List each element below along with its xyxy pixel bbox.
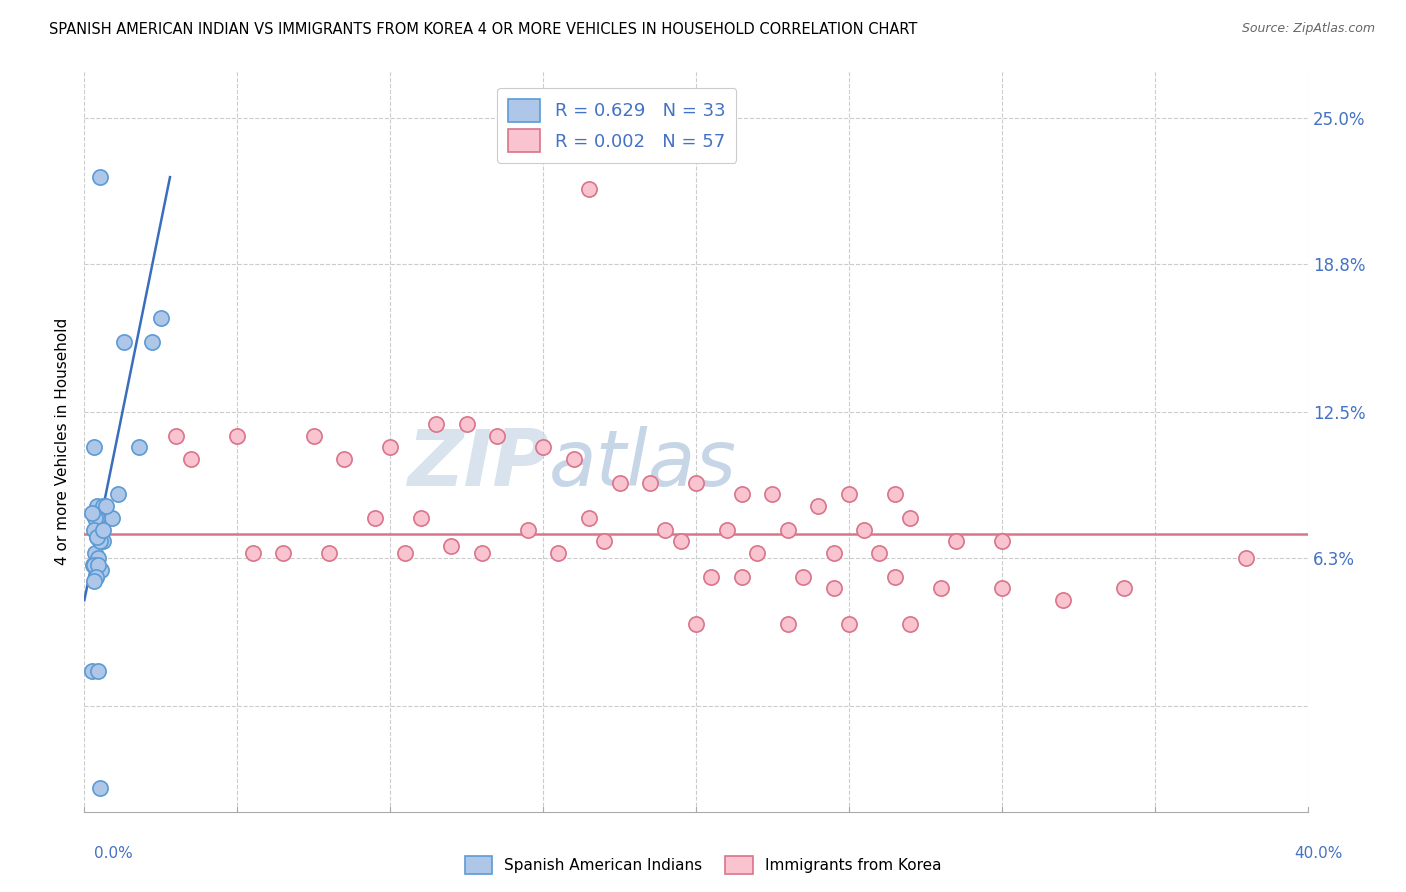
- Point: [89, 534, 111, 549]
- Point: [486, 428, 509, 442]
- Text: 40.0%: 40.0%: [1295, 847, 1343, 861]
- Point: [83, 523, 105, 537]
- Point: [409, 511, 432, 525]
- Point: [271, 546, 294, 560]
- Point: [1052, 593, 1074, 607]
- Point: [578, 182, 600, 196]
- Point: [165, 428, 187, 442]
- Point: [685, 475, 707, 490]
- Point: [83, 558, 105, 572]
- Point: [94, 499, 117, 513]
- Point: [747, 546, 769, 560]
- Point: [87, 558, 110, 572]
- Point: [107, 487, 129, 501]
- Point: [471, 546, 494, 560]
- Point: [991, 534, 1014, 549]
- Point: [128, 441, 150, 455]
- Point: [838, 487, 860, 501]
- Point: [716, 523, 738, 537]
- Point: [84, 570, 107, 584]
- Point: [83, 441, 105, 455]
- Point: [82, 558, 104, 572]
- Point: [562, 452, 585, 467]
- Point: [838, 616, 860, 631]
- Legend: Spanish American Indians, Immigrants from Korea: Spanish American Indians, Immigrants fro…: [458, 850, 948, 880]
- Point: [91, 534, 114, 549]
- Point: [547, 546, 569, 560]
- Point: [364, 511, 387, 525]
- Point: [84, 511, 107, 525]
- Text: ZIP: ZIP: [406, 425, 550, 502]
- Point: [638, 475, 661, 490]
- Point: [516, 523, 538, 537]
- Point: [823, 546, 845, 560]
- Point: [91, 523, 114, 537]
- Point: [776, 523, 799, 537]
- Point: [853, 523, 876, 537]
- Text: SPANISH AMERICAN INDIAN VS IMMIGRANTS FROM KOREA 4 OR MORE VEHICLES IN HOUSEHOLD: SPANISH AMERICAN INDIAN VS IMMIGRANTS FR…: [49, 22, 918, 37]
- Point: [302, 428, 325, 442]
- Point: [898, 616, 921, 631]
- Point: [731, 570, 754, 584]
- Point: [883, 570, 905, 584]
- Point: [776, 616, 799, 631]
- Point: [80, 506, 103, 520]
- Point: [456, 417, 478, 431]
- Point: [685, 616, 707, 631]
- Point: [1114, 582, 1136, 596]
- Point: [669, 534, 692, 549]
- Point: [112, 334, 135, 349]
- Point: [89, 781, 111, 796]
- Point: [86, 530, 108, 544]
- Point: [380, 441, 402, 455]
- Point: [242, 546, 264, 560]
- Point: [86, 530, 108, 544]
- Point: [89, 534, 111, 549]
- Y-axis label: 4 or more Vehicles in Household: 4 or more Vehicles in Household: [55, 318, 70, 566]
- Point: [84, 570, 107, 584]
- Point: [83, 574, 105, 589]
- Point: [86, 499, 108, 513]
- Point: [440, 539, 463, 553]
- Point: [654, 523, 676, 537]
- Point: [945, 534, 967, 549]
- Legend: R = 0.629   N = 33, R = 0.002   N = 57: R = 0.629 N = 33, R = 0.002 N = 57: [498, 87, 737, 163]
- Point: [394, 546, 416, 560]
- Point: [86, 511, 108, 525]
- Point: [180, 452, 202, 467]
- Point: [609, 475, 631, 490]
- Point: [593, 534, 616, 549]
- Point: [531, 441, 554, 455]
- Point: [91, 499, 114, 513]
- Point: [898, 511, 921, 525]
- Point: [87, 664, 110, 678]
- Point: [226, 428, 249, 442]
- Point: [425, 417, 447, 431]
- Point: [792, 570, 814, 584]
- Point: [991, 582, 1014, 596]
- Point: [318, 546, 340, 560]
- Point: [578, 511, 600, 525]
- Point: [89, 170, 111, 185]
- Point: [883, 487, 905, 501]
- Text: atlas: atlas: [550, 425, 737, 502]
- Point: [700, 570, 723, 584]
- Point: [1236, 550, 1258, 565]
- Point: [84, 546, 107, 560]
- Point: [90, 563, 112, 577]
- Point: [333, 452, 356, 467]
- Point: [141, 334, 163, 349]
- Text: 0.0%: 0.0%: [94, 847, 134, 861]
- Point: [101, 511, 124, 525]
- Text: Source: ZipAtlas.com: Source: ZipAtlas.com: [1241, 22, 1375, 36]
- Point: [761, 487, 783, 501]
- Point: [807, 499, 830, 513]
- Point: [87, 550, 110, 565]
- Point: [929, 582, 952, 596]
- Point: [80, 664, 103, 678]
- Point: [823, 582, 845, 596]
- Point: [731, 487, 754, 501]
- Point: [869, 546, 891, 560]
- Point: [149, 311, 172, 326]
